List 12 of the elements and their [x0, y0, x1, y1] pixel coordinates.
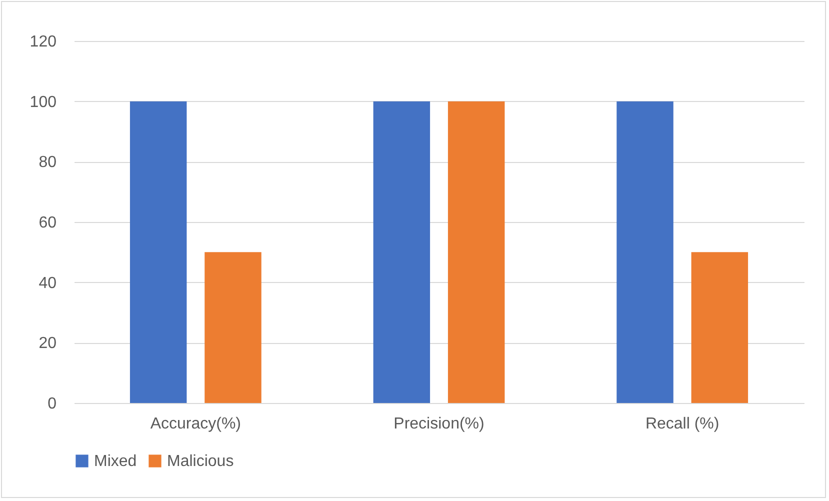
x-tick-label: Accuracy(%) [150, 416, 242, 432]
y-tick-label: 80 [38, 154, 57, 172]
legend-label: Malicious [167, 453, 234, 470]
x-tick-label: Recall (%) [645, 416, 720, 432]
y-tick-label: 40 [38, 274, 57, 292]
y-tick-label: 120 [30, 34, 57, 50]
y-tick-label: 0 [48, 396, 57, 412]
y-tick-label: 60 [38, 214, 57, 232]
y-tick-label: 20 [38, 335, 57, 352]
legend-label: Mixed [94, 453, 137, 470]
y-tick-label: 100 [30, 94, 57, 111]
x-tick-label: Precision(%) [394, 416, 484, 432]
